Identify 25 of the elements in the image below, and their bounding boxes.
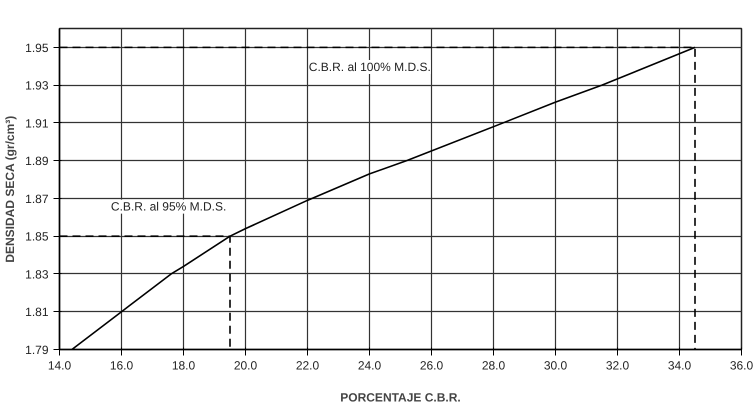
x-tick-label: 22.0 — [296, 358, 320, 372]
y-tick-label: 1.95 — [25, 40, 49, 55]
x-tick-label: 24.0 — [358, 358, 382, 372]
y-tick-label: 1.89 — [25, 154, 49, 168]
y-tick-label: 1.79 — [25, 343, 49, 357]
y-tick-label: 1.91 — [25, 116, 49, 130]
y-tick-label: 1.85 — [25, 230, 49, 244]
x-tick-label: 32.0 — [606, 358, 630, 372]
y-axis-title: DENSIDAD SECA (gr/cm³) — [3, 116, 18, 263]
y-tick-label: 1.87 — [25, 192, 49, 206]
x-tick-label: 16.0 — [110, 358, 134, 372]
x-tick-label: 34.0 — [668, 358, 692, 372]
annotation: C.B.R. al 95% M.D.S. — [110, 200, 226, 214]
y-tick-label: 1.93 — [25, 78, 49, 93]
x-tick-label: 18.0 — [172, 358, 196, 372]
x-tick-label: 26.0 — [420, 358, 444, 372]
annotation: C.B.R. al 100% M.D.S. — [308, 60, 431, 74]
y-tick-label: 1.81 — [25, 305, 49, 320]
x-axis-title: PORCENTAJE C.B.R. — [340, 390, 461, 404]
x-tick-label: 30.0 — [544, 358, 568, 372]
y-tick-label: 1.83 — [25, 267, 49, 282]
x-tick-label: 36.0 — [730, 358, 754, 372]
x-tick-label: 20.0 — [234, 358, 258, 372]
x-tick-label: 28.0 — [482, 358, 506, 372]
x-tick-label: 14.0 — [48, 358, 72, 372]
